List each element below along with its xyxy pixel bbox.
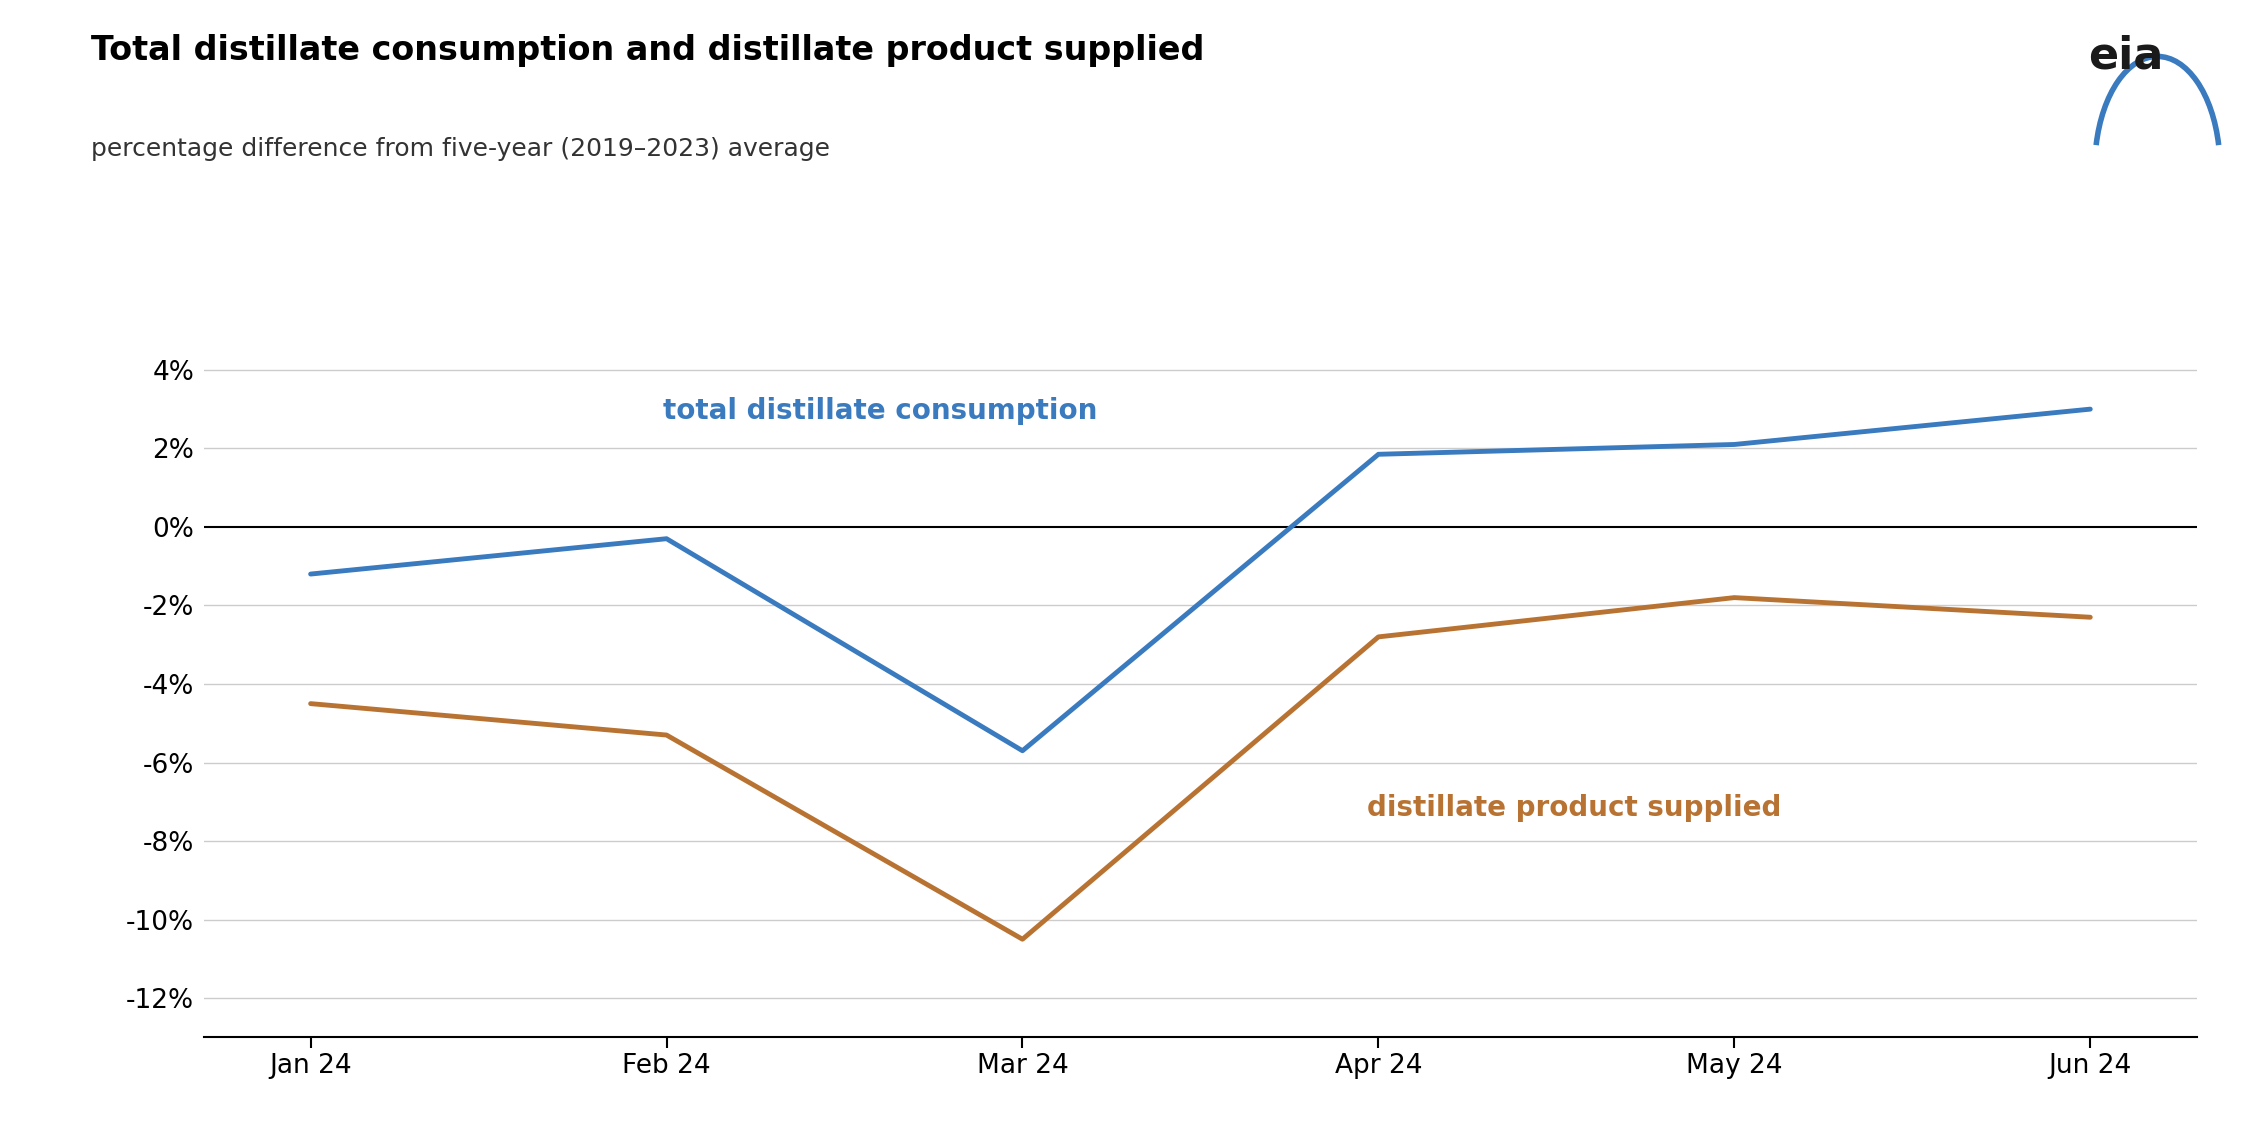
- Text: eia: eia: [2088, 34, 2163, 78]
- Text: total distillate consumption: total distillate consumption: [664, 397, 1096, 425]
- Text: Total distillate consumption and distillate product supplied: Total distillate consumption and distill…: [91, 34, 1205, 67]
- Text: distillate product supplied: distillate product supplied: [1368, 793, 1780, 822]
- Text: percentage difference from five-year (2019–2023) average: percentage difference from five-year (20…: [91, 137, 829, 161]
